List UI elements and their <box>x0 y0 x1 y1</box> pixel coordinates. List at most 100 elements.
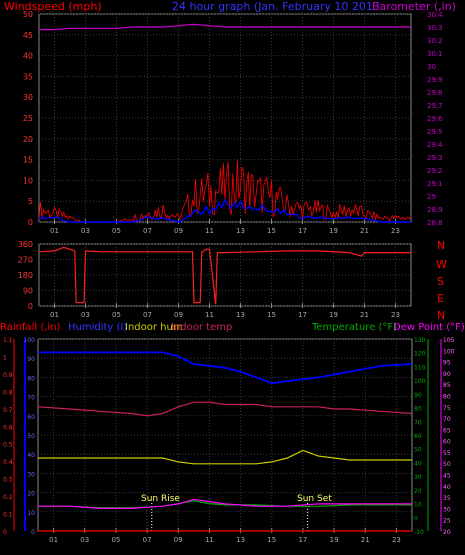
rainfall-y-tick-label: 0.7 <box>3 407 13 414</box>
temperature-y-tick-label: 90 <box>414 392 422 399</box>
barometer-y-tick-label: 30.4 <box>427 11 443 19</box>
dewpoint-y-tick-label: 85 <box>443 382 451 389</box>
dew-point-series-line <box>38 498 412 509</box>
indoor-hum-legend: Indoor hum <box>125 322 183 333</box>
humidity-y-tick-label: 80 <box>27 375 35 382</box>
temperature-y-tick-label: 20 <box>414 488 422 495</box>
dewpoint-axis-label: Dew Point (°F) <box>393 322 465 333</box>
direction-label-w: W <box>436 258 447 271</box>
rainfall-y-tick-label: 0.9 <box>3 372 13 379</box>
direction-panel-x-tick-label: 19 <box>329 311 338 319</box>
windspeed-barometer-panel: 0510152025303540455028.828.92929.129.229… <box>23 10 443 235</box>
barometer-series-line <box>39 23 411 31</box>
barometer-y-tick-label: 28.9 <box>427 206 443 214</box>
temperature-y-tick-label: 50 <box>414 447 422 454</box>
wind-y-tick-label: 35 <box>23 72 33 81</box>
barometer-y-tick-label: 29.9 <box>427 76 443 84</box>
humidity-y-tick-label: 40 <box>27 452 35 459</box>
wind-panel-x-tick-label: 17 <box>298 227 307 235</box>
rainfall-y-tick-label: 0.3 <box>3 477 13 484</box>
wind-y-tick-label: 5 <box>28 197 33 206</box>
direction-y-tick-label: 180 <box>18 271 33 280</box>
barometer-y-tick-label: 29.1 <box>427 180 443 188</box>
rainfall-y-tick-label: 0.5 <box>3 442 13 449</box>
dewpoint-y-tick-label: 35 <box>443 495 451 502</box>
temperature-y-tick-label: 100 <box>414 378 426 385</box>
direction-panel-x-tick-label: 07 <box>143 311 152 319</box>
temperature-y-tick-label: 80 <box>414 406 422 413</box>
barometer-y-tick-label: 30.2 <box>427 37 443 45</box>
wind-panel-x-tick-label: 19 <box>329 227 338 235</box>
dewpoint-y-tick-label: 95 <box>443 360 451 367</box>
direction-panel-x-tick-label: 01 <box>50 311 59 319</box>
windspeed-axis-label: Windspeed (mph) <box>4 0 102 13</box>
rainfall-y-tick-label: 0.4 <box>3 459 13 466</box>
sunset-label: Sun Set <box>297 494 332 504</box>
indoor-temp-series-line <box>37 401 413 417</box>
humidity-y-tick-label: 30 <box>27 471 35 478</box>
wind-y-tick-label: 20 <box>23 135 33 144</box>
dewpoint-y-tick-label: 30 <box>443 506 451 513</box>
humidity-series-line <box>38 351 413 385</box>
climate-panel-x-tick-label: 21 <box>361 536 370 544</box>
dewpoint-y-tick-label: 45 <box>443 473 451 480</box>
wind-y-tick-label: 30 <box>23 93 33 102</box>
direction-panel-x-tick-label: 11 <box>205 311 214 319</box>
barometer-y-tick-label: 28.8 <box>427 219 443 227</box>
humidity-y-tick-label: 20 <box>27 491 35 498</box>
barometer-y-tick-label: 29.5 <box>427 128 443 136</box>
wind-panel-x-tick-label: 23 <box>391 227 400 235</box>
barometer-y-tick-label: 29.6 <box>427 115 443 123</box>
dewpoint-y-tick-label: 25 <box>443 518 451 525</box>
wind-direction-series-line <box>38 246 411 305</box>
dewpoint-y-tick-label: 40 <box>443 484 451 491</box>
barometer-y-tick-label: 30.1 <box>427 50 443 58</box>
dewpoint-y-tick-label: 90 <box>443 371 451 378</box>
average-speed-series-line <box>38 198 411 223</box>
humidity-temperature-panel: 00.10.20.30.40.50.60.70.80.911.101020304… <box>3 337 455 544</box>
barometer-y-tick-label: 30 <box>427 63 436 71</box>
rainfall-y-tick-label: 1.1 <box>3 337 13 344</box>
wind-panel-x-tick-label: 07 <box>143 227 152 235</box>
barometer-y-tick-label: 29.4 <box>427 141 443 149</box>
humidity-y-tick-label: 50 <box>27 433 35 440</box>
temperature-series-line <box>38 500 412 509</box>
barometer-y-tick-label: 29.8 <box>427 89 443 97</box>
wind-y-tick-label: 10 <box>23 176 33 185</box>
temperature-y-tick-label: 40 <box>414 460 422 467</box>
temperature-y-tick-label: 110 <box>414 364 426 371</box>
direction-panel-x-tick-label: 21 <box>360 311 369 319</box>
rainfall-axis-label: Rainfall (,in) <box>0 322 61 333</box>
humidity-y-tick-label: 10 <box>27 510 35 517</box>
temperature-axis-label: Temperature (°F) <box>311 322 397 333</box>
barometer-y-tick-label: 29.7 <box>427 102 443 110</box>
indoor-temp-legend: Indoor temp <box>171 322 232 333</box>
climate-panel-x-tick-label: 07 <box>143 536 152 544</box>
indoor-hum-series-line <box>38 449 412 465</box>
temperature-y-tick-label: 130 <box>414 337 426 344</box>
direction-panel-x-tick-label: 05 <box>112 311 121 319</box>
climate-panel-x-tick-label: 13 <box>236 536 245 544</box>
wind-y-tick-label: 40 <box>23 52 33 61</box>
wind-y-tick-label: 50 <box>23 10 33 19</box>
direction-label-s: S <box>437 275 444 288</box>
wind-panel-x-tick-label: 01 <box>50 227 59 235</box>
temperature-y-tick-label: 120 <box>414 351 426 358</box>
climate-panel-x-tick-label: 15 <box>267 536 276 544</box>
climate-panel-x-tick-label: 01 <box>49 536 58 544</box>
wind-y-tick-label: 25 <box>23 114 33 123</box>
direction-label-n-top: N <box>437 239 445 252</box>
dewpoint-y-tick-label: 80 <box>443 393 451 400</box>
climate-panel-x-tick-label: 23 <box>392 536 401 544</box>
rainfall-y-tick-label: 0.2 <box>3 494 13 501</box>
dewpoint-y-tick-label: 65 <box>443 427 451 434</box>
direction-label-e: E <box>437 292 444 305</box>
dewpoint-y-tick-label: 50 <box>443 461 451 468</box>
direction-y-tick-label: 270 <box>18 256 33 265</box>
humidity-y-tick-label: 100 <box>24 337 36 344</box>
direction-panel-x-tick-label: 13 <box>236 311 245 319</box>
climate-panel-x-tick-label: 19 <box>330 536 339 544</box>
barometer-y-tick-label: 29 <box>427 193 436 201</box>
humidity-y-tick-label: 60 <box>27 414 35 421</box>
